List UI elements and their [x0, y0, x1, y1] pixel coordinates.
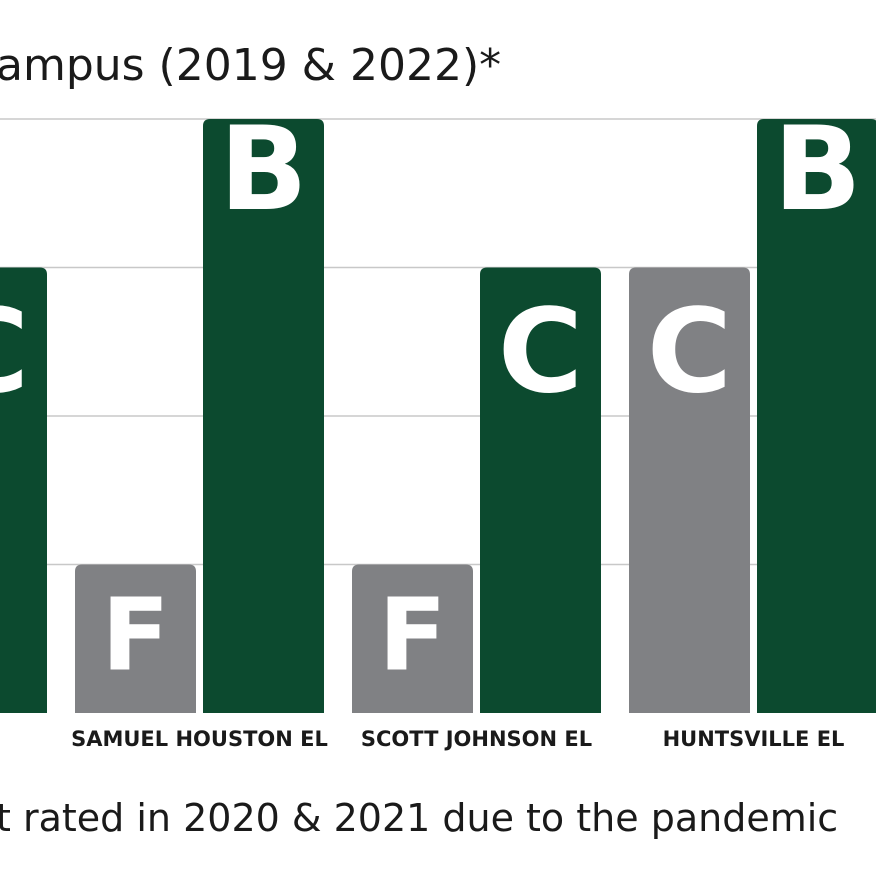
bar-grade-label: B [219, 102, 307, 237]
category-label: SAMUEL HOUSTON EL [71, 727, 328, 751]
chart-title: ampus (2019 & 2022)* [0, 40, 502, 91]
chart-footnote: t rated in 2020 & 2021 due to the pandem… [0, 796, 839, 840]
bar [629, 267, 750, 713]
bar [203, 119, 324, 713]
bar-grade-label: C [498, 285, 583, 420]
bar-grade-label: F [378, 577, 446, 694]
bar [352, 564, 473, 713]
bar [75, 564, 196, 713]
category-labels: SAMUEL HOUSTON EL SCOTT JOHNSON EL HUNTSVI… [71, 727, 844, 751]
bar-grade-label: B [773, 102, 861, 237]
category-label: SCOTT JOHNSON EL [361, 727, 592, 751]
bar [757, 119, 876, 713]
bar-grade-label: F [101, 577, 169, 694]
bar-grade-label: C [647, 285, 732, 420]
bar [480, 267, 601, 713]
bar-grade-labels: CFBFCCB [0, 102, 862, 694]
category-label: HUNTSVILLE EL [663, 727, 845, 751]
bars [0, 119, 876, 713]
bar-grade-label: C [0, 285, 29, 420]
bar [0, 267, 47, 713]
